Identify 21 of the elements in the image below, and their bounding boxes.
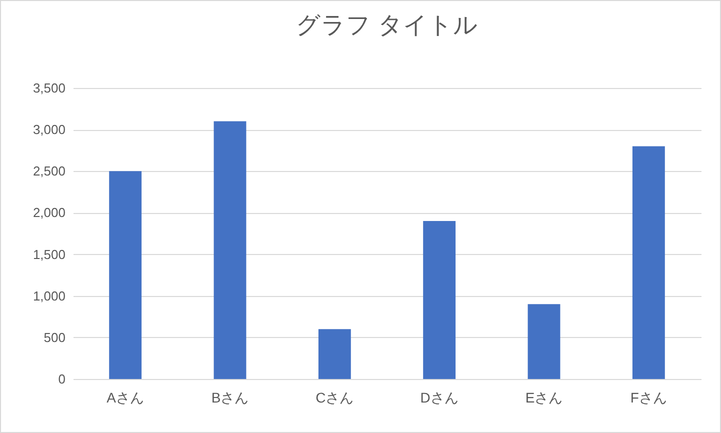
- bar: [318, 329, 351, 379]
- x-tick-label: Fさん: [630, 390, 667, 406]
- x-tick-label: Bさん: [211, 390, 249, 406]
- y-tick-label: 2,500: [32, 164, 66, 179]
- bar: [423, 221, 456, 379]
- y-tick-label: 1,500: [32, 246, 66, 262]
- y-tick-label: 1,000: [32, 288, 66, 304]
- chart-title: グラフ タイトル: [296, 12, 478, 39]
- bar: [214, 121, 246, 379]
- bar: [109, 171, 142, 379]
- x-tick-label: Aさん: [106, 390, 144, 406]
- bar: [528, 304, 560, 379]
- y-tick-label: 500: [44, 330, 66, 345]
- x-tick-label: Eさん: [525, 390, 563, 406]
- x-tick-label: Cさん: [316, 390, 354, 406]
- y-tick-label: 2,000: [32, 205, 66, 220]
- bar: [632, 146, 665, 379]
- y-tick-label: 3,000: [32, 122, 66, 138]
- x-tick-label: Dさん: [420, 390, 458, 406]
- y-tick-label: 0: [58, 372, 66, 386]
- y-tick-label: 3,500: [32, 80, 66, 96]
